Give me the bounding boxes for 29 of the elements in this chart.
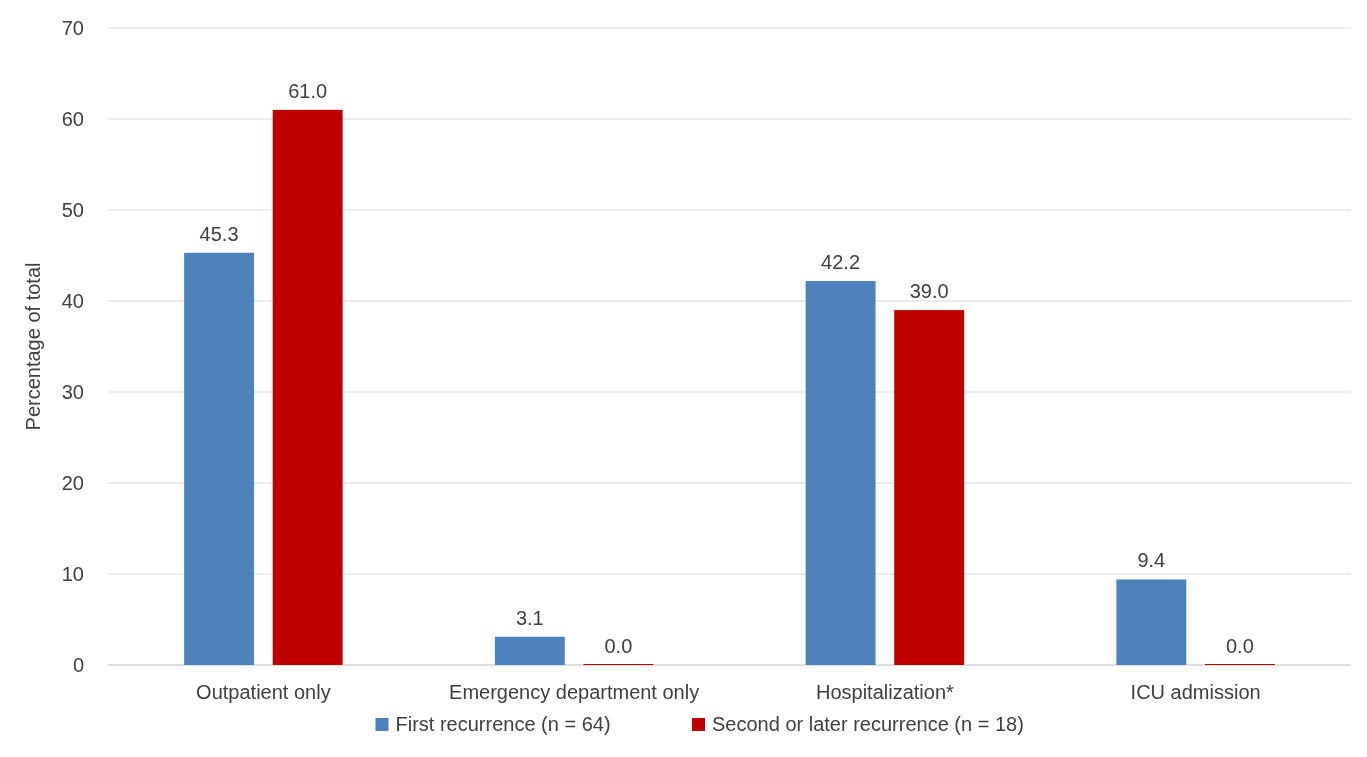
- legend-label: First recurrence (n = 64): [395, 713, 611, 735]
- x-tick-label: Emergency department only: [449, 681, 700, 703]
- x-tick-label: ICU admission: [1130, 681, 1261, 703]
- y-tick-label: 50: [61, 199, 84, 221]
- y-tick-label: 30: [61, 381, 84, 403]
- y-tick-label: 40: [61, 290, 84, 312]
- y-axis-title: Percentage of total: [22, 262, 44, 431]
- bar: [494, 636, 565, 665]
- data-label: 45.3: [199, 222, 239, 245]
- y-tick-label: 20: [61, 472, 84, 494]
- bar: [805, 280, 876, 665]
- x-tick-label: Outpatient only: [196, 681, 331, 703]
- x-tick-label: Hospitalization*: [815, 681, 955, 703]
- y-tick-label: 0: [72, 654, 84, 676]
- data-label: 9.4: [1137, 549, 1166, 572]
- y-tick-label: 70: [61, 17, 84, 39]
- y-tick-label: 60: [61, 108, 84, 130]
- bar: [272, 109, 343, 665]
- data-label: 3.1: [515, 606, 544, 629]
- bar: [1116, 579, 1187, 665]
- data-label: 42.2: [821, 250, 861, 273]
- bar: [894, 310, 965, 665]
- y-tick-label: 10: [61, 563, 84, 585]
- data-label: 0.0: [1226, 635, 1254, 657]
- bar: [184, 252, 255, 665]
- data-label: 39.0: [909, 280, 949, 303]
- legend-label: Second or later recurrence (n = 18): [712, 713, 1024, 735]
- data-label: 61.0: [288, 79, 328, 102]
- data-label: 0.0: [604, 635, 633, 657]
